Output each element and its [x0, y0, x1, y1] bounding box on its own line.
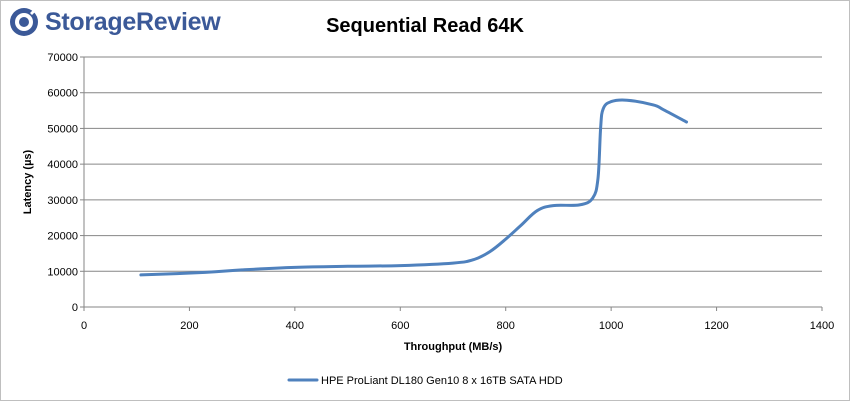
x-axis-label: Throughput (MB/s) [404, 341, 503, 353]
series-line-0 [139, 98, 688, 277]
y-tick-label: 10000 [47, 266, 78, 278]
storagereview-logo-icon [10, 8, 38, 36]
y-tick-label: 30000 [47, 195, 78, 207]
brand-name: StorageReview [45, 7, 221, 36]
y-tick-label: 20000 [47, 231, 78, 243]
x-tick-label: 1000 [599, 320, 623, 332]
x-axis-ticks: 0 200 400 600 800 1000 1200 1400 [81, 307, 834, 332]
legend-label: HPE ProLiant DL180 Gen10 8 x 16TB SATA H… [321, 375, 563, 387]
y-tick-label: 0 [72, 302, 78, 314]
chart-title: Sequential Read 64K [326, 15, 524, 37]
x-tick-label: 0 [81, 320, 87, 332]
y-tick-label: 60000 [47, 88, 78, 100]
gridlines [84, 56, 822, 272]
y-tick-label: 70000 [47, 52, 78, 64]
brand-logo: StorageReview [9, 7, 221, 37]
x-tick-label: 400 [286, 320, 304, 332]
series-group [139, 98, 688, 277]
x-tick-label: 1400 [810, 320, 834, 332]
legend: HPE ProLiant DL180 Gen10 8 x 16TB SATA H… [287, 375, 563, 387]
x-tick-label: 1200 [704, 320, 728, 332]
x-tick-label: 800 [497, 320, 515, 332]
y-tick-label: 50000 [47, 123, 78, 135]
y-axis-ticks: 0 10000 20000 30000 40000 50000 60000 70000 [47, 52, 84, 314]
x-tick-label: 600 [391, 320, 409, 332]
y-axis-label: Latency (µs) [22, 149, 34, 214]
x-tick-label: 200 [180, 320, 198, 332]
y-tick-label: 40000 [47, 159, 78, 171]
